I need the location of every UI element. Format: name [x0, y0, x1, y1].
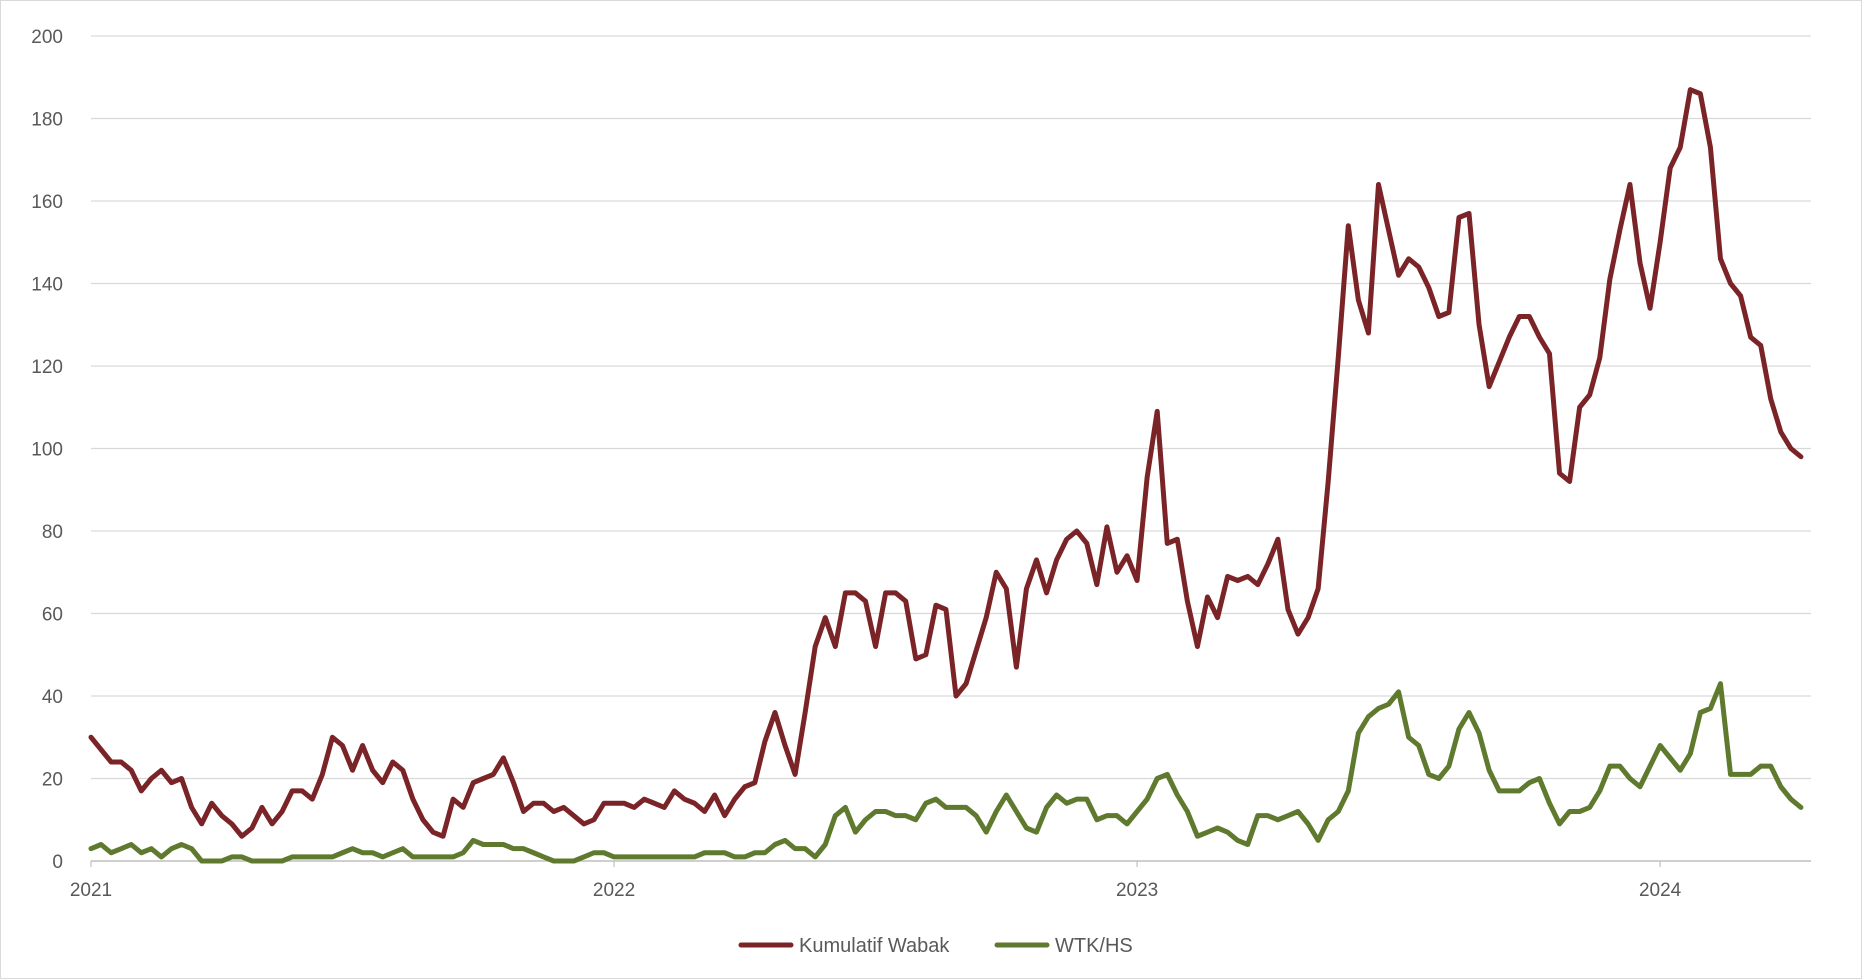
y-axis-ticks: 0 20 40 60 80 100 120 140 160 180 200	[31, 27, 63, 873]
y-tick-label: 160	[31, 192, 63, 213]
series-lines	[88, 87, 1804, 864]
y-tick-label: 60	[42, 605, 63, 626]
legend-label: WTK/HS	[1055, 935, 1133, 957]
x-tick-label: 2021	[70, 880, 112, 901]
x-axis-ticks: 2021 2022 2023 2024	[70, 861, 1682, 901]
y-tick-label: 100	[31, 440, 63, 461]
y-tick-label: 200	[31, 27, 63, 48]
series-line-wtk-hs	[88, 681, 1804, 864]
y-tick-label: 120	[31, 357, 63, 378]
series-line-kumulatif-wabak	[88, 87, 1804, 839]
y-tick-label: 0	[52, 852, 63, 873]
x-tick-label: 2023	[1116, 880, 1158, 901]
y-tick-label: 80	[42, 522, 63, 543]
x-tick-label: 2022	[593, 880, 635, 901]
x-tick-label: 2024	[1639, 880, 1682, 901]
y-tick-label: 20	[42, 770, 63, 791]
gridlines	[91, 35, 1811, 780]
legend: Kumulatif Wabak WTK/HS	[738, 935, 1133, 957]
legend-label: Kumulatif Wabak	[799, 935, 950, 957]
y-tick-label: 40	[42, 687, 63, 708]
y-tick-label: 140	[31, 275, 63, 296]
y-tick-label: 180	[31, 110, 63, 131]
